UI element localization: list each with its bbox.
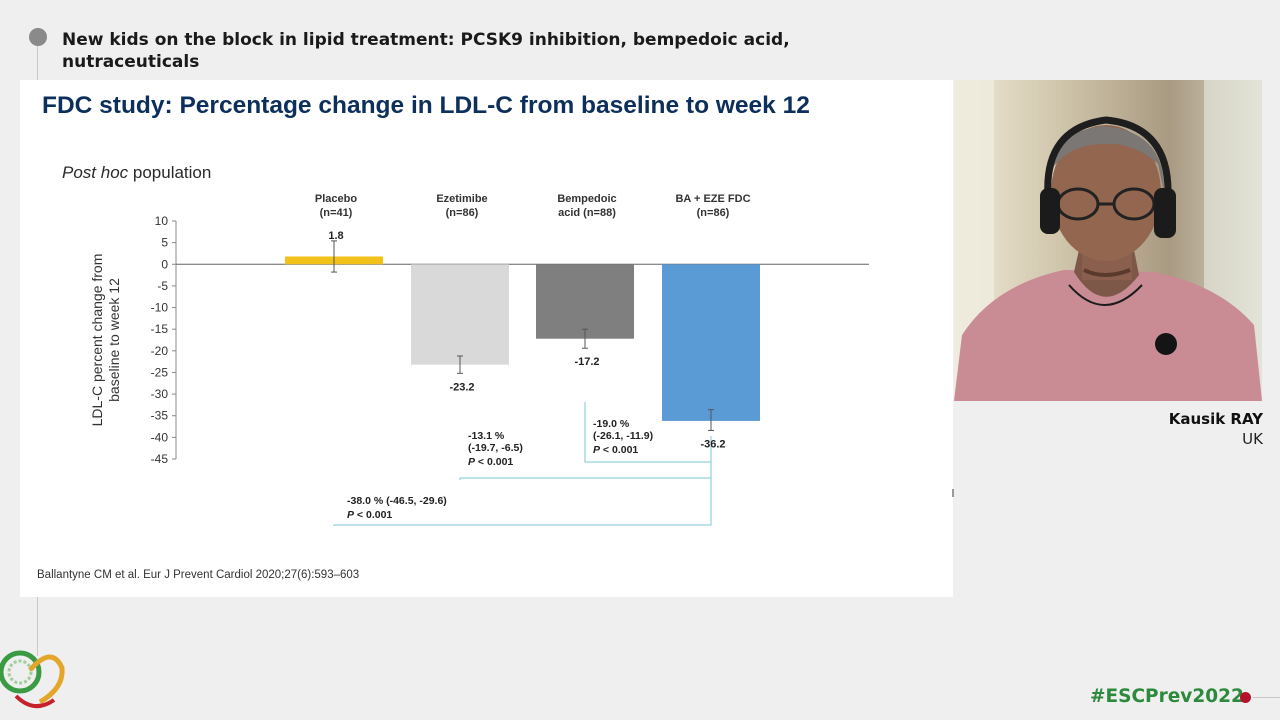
bar-value-label: -17.2 [574, 356, 599, 368]
timeline-dot [29, 28, 47, 46]
speaker-name: Kausik RAY [1168, 410, 1263, 428]
event-hashtag: #ESCPrev2022 [1090, 686, 1244, 707]
speaker-video [954, 80, 1262, 401]
subtitle-rest: population [128, 163, 212, 182]
category-label: Placebo [315, 193, 357, 205]
citation: Ballantyne CM et al. Eur J Prevent Cardi… [37, 569, 360, 581]
y-tick-label: -5 [157, 279, 168, 293]
bar-4 [662, 264, 760, 421]
session-title: New kids on the block in lipid treatment… [62, 30, 790, 72]
subtitle-italic: Post hoc [62, 163, 129, 182]
bar-value-label: 1.8 [328, 230, 343, 242]
category-label: Bempedoic [557, 193, 616, 205]
ldl-chart: 10 5 0 -5 -10 -15 -20 -25 -30 -35 -40 -45 LDL-C perc… [89, 193, 869, 526]
y-tick-label: 10 [155, 214, 169, 228]
resize-handle [952, 489, 954, 497]
comparison-p-value: P < 0.001 [347, 509, 392, 521]
comparison-label: -38.0 % (-46.5, -29.6) [347, 495, 447, 507]
slide-subtitle: Post hoc population [62, 163, 211, 183]
accent-dot [1240, 692, 1251, 703]
category-label: BA + EZE FDC [675, 193, 750, 205]
comparison-bracket [333, 436, 712, 526]
comparison-p-value: P < 0.001 [468, 456, 513, 468]
y-tick-label: -35 [151, 409, 169, 423]
category-label: acid (n=88) [558, 207, 616, 219]
y-tick-label: -45 [151, 452, 169, 466]
presentation-slide: FDC study: Percentage change in LDL-C fr… [20, 80, 953, 597]
speaker-country: UK [1242, 430, 1263, 448]
y-tick-label: -10 [151, 301, 169, 315]
y-tick-label: -40 [151, 430, 169, 444]
comparison-label: (-19.7, -6.5) [468, 442, 523, 454]
y-tick-label: -25 [151, 365, 169, 379]
esc-logo-icon [0, 650, 65, 708]
y-axis-label: LDL-C percent change frombaseline to wee… [89, 254, 122, 427]
y-tick-label: 5 [161, 236, 168, 250]
accent-line [1253, 697, 1280, 698]
y-tick-label: -15 [151, 322, 169, 336]
bar-3 [536, 264, 634, 339]
slide-title: FDC study: Percentage change in LDL-C fr… [42, 92, 810, 119]
speaker-portrait [954, 80, 1262, 401]
category-label: (n=86) [446, 207, 479, 219]
comparison-label: (-26.1, -11.9) [593, 430, 653, 442]
category-label: Ezetimibe [436, 193, 487, 205]
bar-2 [411, 264, 509, 365]
bar-value-label: -23.2 [449, 381, 474, 393]
comparison-p-value: P < 0.001 [593, 444, 638, 456]
y-tick-label: -30 [151, 387, 169, 401]
category-label: (n=41) [320, 207, 353, 219]
y-tick-label: 0 [161, 257, 168, 271]
bar-value-label: -36.2 [700, 438, 725, 450]
y-tick-label: -20 [151, 344, 169, 358]
comparison-label: -13.1 % [468, 430, 505, 442]
comparison-label: -19.0 % [593, 418, 630, 430]
category-label: (n=86) [697, 207, 730, 219]
